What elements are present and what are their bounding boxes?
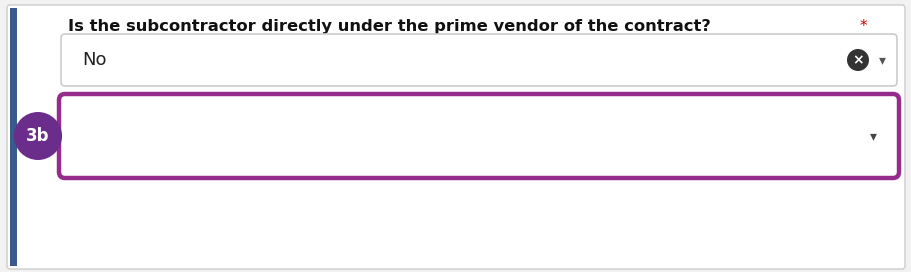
Text: 3b: 3b bbox=[26, 127, 50, 145]
Text: Is the subcontractor directly under the prime vendor of the contract?: Is the subcontractor directly under the … bbox=[68, 19, 711, 34]
FancyBboxPatch shape bbox=[61, 34, 897, 86]
Circle shape bbox=[847, 49, 869, 71]
Bar bbox=[10, 8, 17, 266]
Text: *: * bbox=[860, 19, 867, 34]
FancyBboxPatch shape bbox=[59, 94, 899, 178]
Text: ×: × bbox=[852, 53, 864, 67]
Text: Prime Vendor: Prime Vendor bbox=[68, 94, 193, 109]
Text: ▾: ▾ bbox=[878, 53, 885, 67]
Circle shape bbox=[14, 112, 62, 160]
FancyBboxPatch shape bbox=[7, 5, 905, 269]
Text: *: * bbox=[175, 94, 182, 109]
Text: No: No bbox=[82, 51, 107, 69]
Text: ▾: ▾ bbox=[869, 129, 876, 143]
